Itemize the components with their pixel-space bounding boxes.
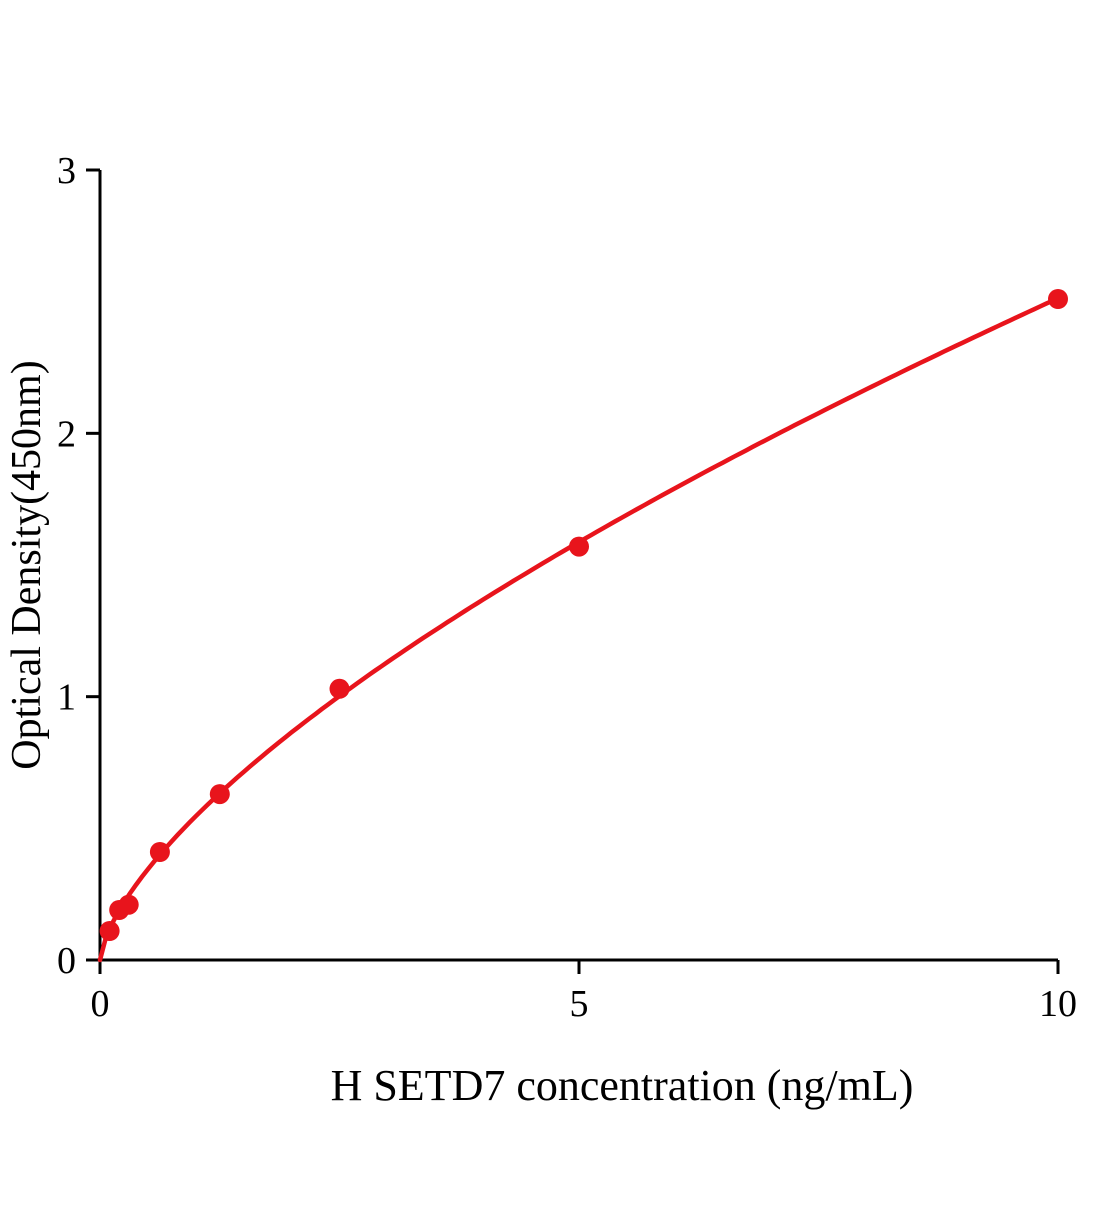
data-point: [149, 842, 170, 862]
x-tick-label: 5: [570, 983, 589, 1025]
data-point: [118, 894, 139, 915]
y-tick-label: 2: [57, 413, 76, 455]
data-point: [329, 678, 350, 699]
data-point: [99, 921, 120, 941]
y-tick-label: 3: [57, 150, 76, 192]
x-tick-label: 0: [91, 983, 110, 1025]
y-axis-title: Optical Density(450nm): [4, 360, 50, 769]
data-point: [1048, 289, 1068, 309]
fit-curve: [97, 295, 1061, 963]
plot-layer: 0 5 10 0 1 2 3: [57, 150, 1077, 1025]
x-tick-label: 10: [1039, 983, 1077, 1025]
y-tick-label: 0: [57, 940, 76, 982]
data-point: [209, 784, 230, 805]
data-point: [569, 536, 589, 557]
x-axis-title: H SETD7 concentration (ng/mL): [331, 1061, 914, 1110]
y-tick-label: 1: [57, 677, 76, 719]
